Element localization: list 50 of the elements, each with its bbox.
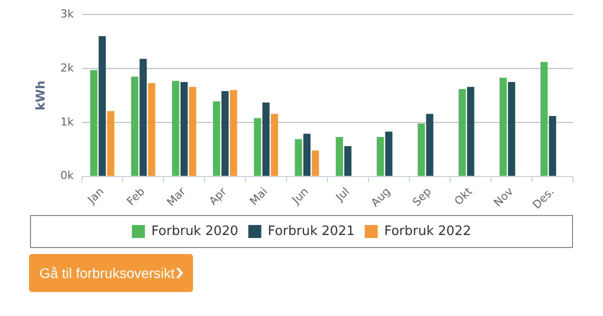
bar [540,62,548,176]
y-tick-label: 3k [60,7,74,20]
x-tick-label: Mai [247,184,270,208]
x-tick-label: Jun [289,184,312,208]
bar [303,134,311,176]
bar [458,89,466,176]
x-tick-label: Mar [164,184,189,209]
bar [385,132,392,176]
y-tick-label: 0k [60,169,74,182]
text: Gå til forbruksoversikt [39,265,175,281]
x-tick-label: Des. [530,184,557,212]
bar [172,80,180,176]
bar [270,114,278,176]
bar [212,101,220,176]
bar [508,82,516,176]
bar [148,83,156,176]
bar [90,70,98,176]
bar [98,36,106,176]
bar [180,82,188,176]
bar [230,90,238,176]
y-axis-title: kWh [33,80,48,110]
bar [548,116,556,176]
bar [107,111,114,176]
bar [376,137,384,176]
legend-label: Forbruk 2022 [384,224,472,239]
bar [131,76,138,176]
bar [312,150,319,176]
x-tick-label: Sep [410,184,434,209]
x-tick-label: Apr [206,184,230,208]
x-tick-label: Feb [124,184,148,208]
legend-label: Forbruk 2021 [268,224,355,239]
bar [344,146,352,176]
x-tick-label: Jan [84,184,106,207]
bar [188,86,196,176]
bar [221,91,229,176]
x-tick-label: Nov [491,184,516,210]
x-tick-label: Okt [452,184,476,208]
bar [262,102,270,176]
bar [467,86,474,176]
bar [254,118,262,176]
y-tick-label: 2k [60,61,74,74]
x-tick-label: Jul [332,184,352,204]
legend-label: Forbruk 2020 [151,224,238,239]
bar [336,137,343,176]
bar [294,139,302,176]
bar [418,124,425,176]
bar [426,114,434,176]
y-tick-label: 1k [60,115,74,128]
bar [140,58,147,176]
bar [500,78,507,176]
